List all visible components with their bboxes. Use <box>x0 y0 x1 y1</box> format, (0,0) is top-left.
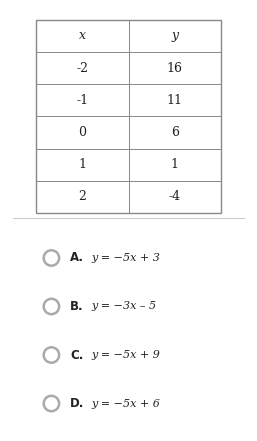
Ellipse shape <box>44 396 59 411</box>
Bar <box>36 20 221 213</box>
Text: 1: 1 <box>171 158 179 171</box>
Text: 6: 6 <box>171 126 179 139</box>
Text: 2: 2 <box>78 191 86 203</box>
Text: -1: -1 <box>76 94 88 107</box>
Text: D.: D. <box>70 397 84 410</box>
Ellipse shape <box>44 250 59 265</box>
Text: 16: 16 <box>167 62 183 75</box>
Text: 0: 0 <box>78 126 86 139</box>
Text: y = −5x + 3: y = −5x + 3 <box>91 253 160 263</box>
Text: -4: -4 <box>169 191 181 203</box>
Text: -2: -2 <box>76 62 88 75</box>
Text: y: y <box>171 30 178 42</box>
Ellipse shape <box>44 299 59 314</box>
Text: 11: 11 <box>167 94 183 107</box>
Text: C.: C. <box>70 348 84 362</box>
Text: y = −5x + 9: y = −5x + 9 <box>91 350 160 360</box>
Text: x: x <box>79 30 86 42</box>
Text: y = −5x + 6: y = −5x + 6 <box>91 399 160 408</box>
Text: y = −3x – 5: y = −3x – 5 <box>91 302 156 311</box>
Ellipse shape <box>44 348 59 363</box>
Text: A.: A. <box>70 251 84 265</box>
Text: 1: 1 <box>78 158 86 171</box>
Text: B.: B. <box>70 300 84 313</box>
